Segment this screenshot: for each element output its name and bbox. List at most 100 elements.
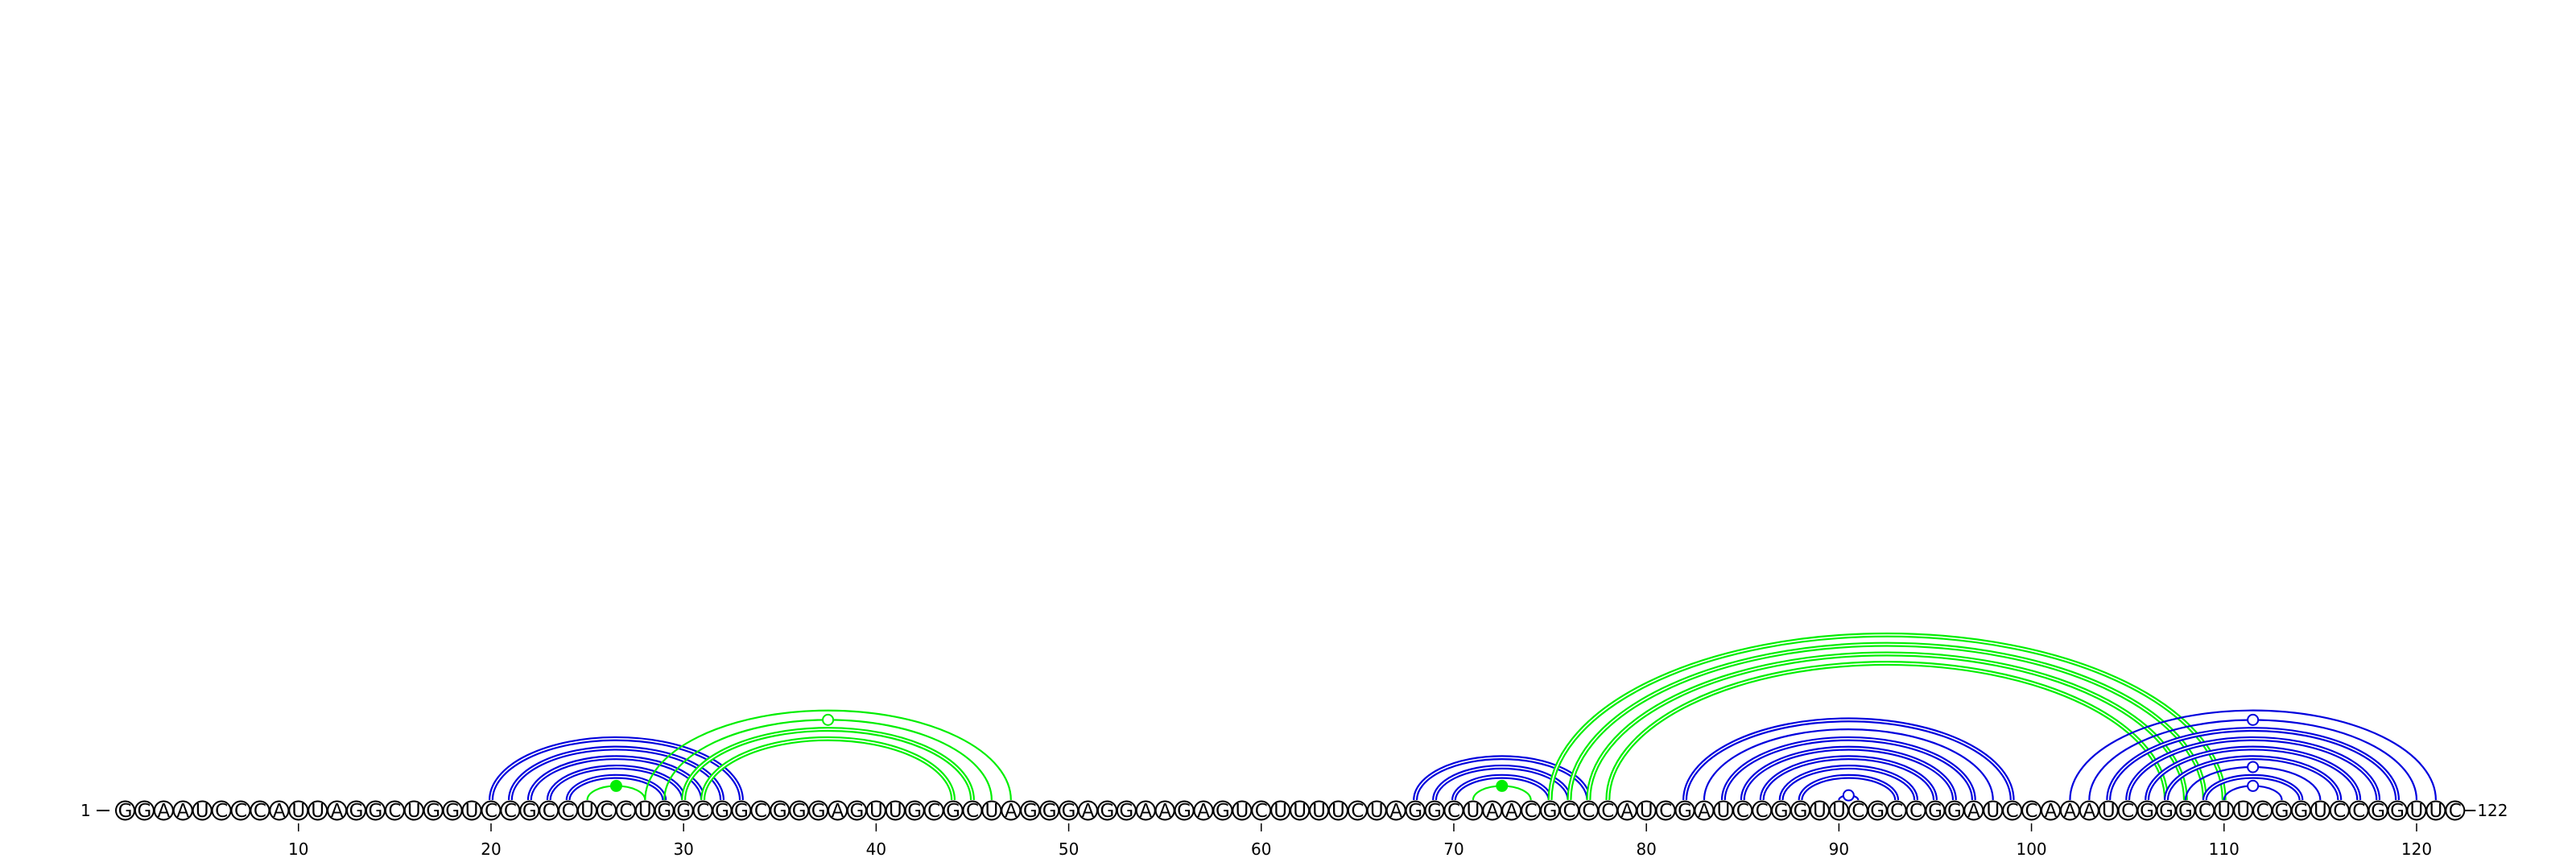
nucleotide-letter: A [1620, 801, 1633, 822]
nucleotide-letter: U [1274, 801, 1287, 822]
nucleotide-letter: C [1736, 801, 1749, 822]
arc-28-47 [644, 709, 1012, 801]
nucleotide-letter: C [966, 801, 979, 822]
nucleotide-letter: C [1852, 801, 1864, 822]
nucleotide-letter: A [832, 801, 844, 822]
nucleotide-letter: G [907, 801, 922, 822]
nucleotide-letter: C [504, 801, 517, 822]
nucleotide-45: C [962, 800, 983, 822]
nucleotide-106: G [2136, 800, 2157, 822]
nucleotide-65: C [1347, 800, 1368, 822]
arc-77-108-inner [1587, 653, 2186, 801]
nucleotide-85: C [1732, 800, 1753, 822]
nucleotide-letter: U [407, 801, 421, 822]
nucleotide-letter: A [157, 801, 170, 822]
nucleotide-121: U [2425, 800, 2446, 822]
nucleotide-99: C [2002, 800, 2023, 822]
nucleotide-93: C [1886, 800, 1907, 822]
nucleotide-64: U [1327, 800, 1348, 822]
nucleotide-53: G [1116, 800, 1137, 822]
nucleotide-77: C [1578, 800, 1599, 822]
nucleotide-letter: U [580, 801, 594, 822]
arc-23-30-inner [547, 766, 684, 801]
nucleotide-letter: U [1312, 801, 1326, 822]
nucleotide-letter: U [1331, 801, 1345, 822]
nucleotide-89: U [1809, 800, 1830, 822]
nucleotide-66: U [1366, 800, 1387, 822]
nucleotide-letter: C [754, 801, 767, 822]
arc-103-120-marker [2247, 713, 2260, 726]
tick-label-100: 100 [2016, 839, 2046, 858]
arc-104-119-inner [2107, 728, 2398, 801]
nucleotide-letter: U [1293, 801, 1307, 822]
arc-25-28-marker [609, 779, 622, 792]
arc-22-31-inner [529, 757, 704, 801]
nucleotide-letter: G [1408, 801, 1422, 822]
nucleotide-42: G [904, 800, 925, 822]
nucleotide-16: U [403, 800, 424, 822]
nucleotide-letter: A [1082, 801, 1095, 822]
nucleotide-91: C [1847, 800, 1868, 822]
nucleotide-letter: G [2159, 801, 2174, 822]
tick-label-60: 60 [1251, 839, 1271, 858]
nucleotide-61: U [1270, 800, 1291, 822]
nucleotide-letter: U [1466, 801, 1480, 822]
tick-label-120: 120 [2401, 839, 2432, 858]
nucleotide-12: A [327, 800, 348, 822]
nucleotide-88: G [1790, 800, 1811, 822]
nucleotide-letter: A [2064, 801, 2077, 822]
nucleotide-17: G [423, 800, 444, 822]
nucleotide-letter: C [1447, 801, 1460, 822]
nucleotide-87: G [1771, 800, 1792, 822]
arc-108-115-marker [2247, 761, 2260, 773]
nucleotide-letter: G [369, 801, 383, 822]
nucleotide-letter: G [1427, 801, 1442, 822]
arc-86-95-inner [1761, 757, 1936, 801]
end-index-label: 122 [2477, 801, 2508, 820]
nucleotide-54: A [1135, 800, 1156, 822]
tick-label-70: 70 [1443, 839, 1463, 858]
nucleotide-63: U [1309, 800, 1330, 822]
nucleotide-111: U [2233, 800, 2254, 822]
arc-76-109-inner [1568, 643, 2206, 801]
nucleotide-98: U [1983, 800, 2004, 822]
nucleotide-letter: C [1890, 801, 1903, 822]
nucleotide-letter: G [138, 801, 152, 822]
nucleotide-letter: G [1947, 801, 1962, 822]
nucleotide-letter: U [311, 801, 324, 822]
nucleotide-49: G [1039, 800, 1060, 822]
arc-78-107-inner [1607, 662, 2167, 801]
nucleotide-letter: C [543, 801, 555, 822]
nucleotide-116: C [2329, 800, 2350, 822]
nucleotide-letter: C [2449, 801, 2462, 822]
nucleotide-117: C [2348, 800, 2369, 822]
nucleotide-letter: C [2198, 801, 2211, 822]
nucleotide-letter: G [1870, 801, 1885, 822]
nucleotide-letter: G [349, 801, 364, 822]
nucleotide-letter: C [1351, 801, 1364, 822]
nucleotide-letter: C [1756, 801, 1769, 822]
nucleotide-39: G [846, 800, 867, 822]
nucleotide-letter: U [2217, 801, 2231, 822]
arc-85-96-inner [1741, 747, 1955, 801]
nucleotide-27: C [615, 800, 636, 822]
nucleotide-96: G [1944, 800, 1965, 822]
arc-107-116-inner [2165, 757, 2341, 801]
nucleotide-letter: A [1698, 801, 1711, 822]
nucleotide-73: A [1501, 800, 1522, 822]
nucleotide-letter: G [1177, 801, 1191, 822]
nucleotide-letter: G [715, 801, 729, 822]
nucleotide-21: C [500, 800, 521, 822]
nucleotide-120: U [2406, 800, 2427, 822]
nucleotide-letter: C [1601, 801, 1614, 822]
nucleotide-letter: U [869, 801, 883, 822]
nucleotide-36: G [789, 800, 810, 822]
arc-90-91-marker [1842, 789, 1855, 802]
nucleotide-letter: G [2371, 801, 2385, 822]
nucleotide-118: G [2368, 800, 2388, 822]
nucleotide-letter: G [676, 801, 691, 822]
nucleotide-letter: G [2275, 801, 2289, 822]
nucleotide-82: G [1674, 800, 1695, 822]
nucleotide-10: U [288, 800, 309, 822]
arc-87-94-inner [1780, 766, 1917, 801]
